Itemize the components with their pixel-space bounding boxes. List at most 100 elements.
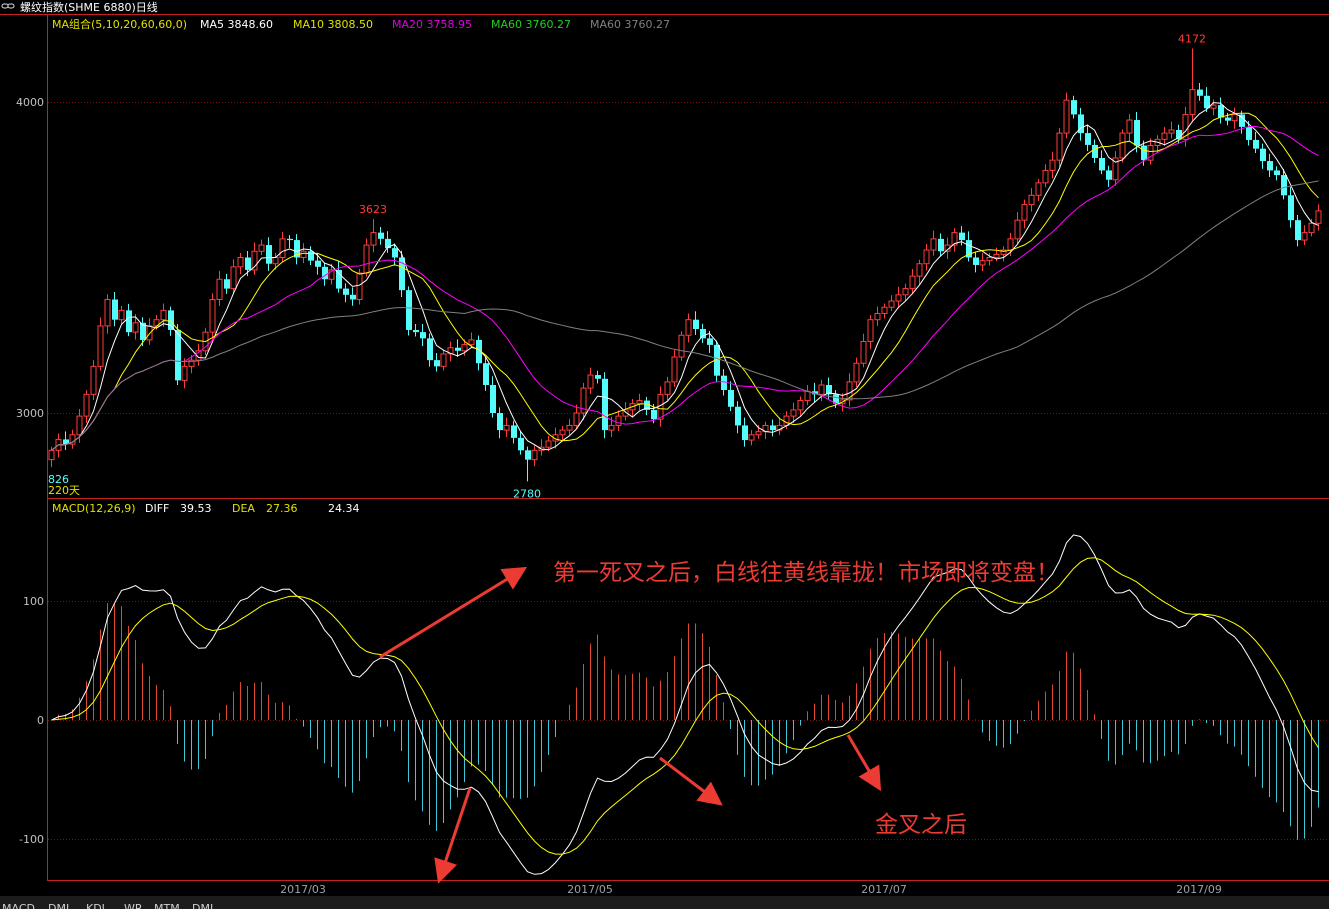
tab-macd[interactable]: MACD [2,902,35,909]
candle-up [671,349,678,387]
candle-body [959,232,965,241]
candle-body [258,244,265,252]
candle-body [181,365,188,381]
candle-body [266,245,272,264]
candle-down [525,446,531,482]
candle-up [370,219,377,253]
candle-down [1092,139,1098,163]
candle-body [476,339,482,364]
candle-body [468,339,475,346]
date-tick-label: 2017/05 [567,883,613,896]
candle-down [511,420,517,444]
candle-body [1085,133,1091,145]
candle-body [930,238,937,251]
candle-down [287,235,293,249]
candle-body [104,298,111,327]
candle-body [531,449,538,461]
candle-body [518,437,524,451]
candle-up [818,379,825,402]
candle-body [1106,170,1112,180]
candle-down [602,372,608,439]
candle-body [1288,195,1294,221]
candle-down [112,292,118,327]
candle-body [1035,182,1042,196]
candle-body [497,413,503,431]
candle-up [888,295,895,311]
ma-group-label: MA组合(5,10,20,60,60,0) [52,17,187,31]
candle-down [812,382,818,403]
candle-up [951,228,958,252]
candle-body [434,360,440,367]
macd-tick-label: 100 [23,595,44,608]
candle-body [812,391,818,395]
annotation-arrow [846,734,882,792]
candle-body [636,400,643,405]
candle-body [881,306,888,314]
candle-body [209,298,216,333]
candle-body [511,425,517,438]
candle-body [595,375,601,379]
tab-kdj[interactable]: KDJ [86,902,105,909]
candle-body [1021,204,1028,221]
candle-body [126,310,132,333]
candle-body [378,232,384,239]
range-days-label: 220天 [48,484,80,497]
link-icon [1,3,15,9]
candle-up [1189,48,1196,121]
diff-label: DIFF [145,502,169,515]
price-tick-label: 3000 [16,407,44,420]
candle-down [1239,110,1245,134]
candlesticks [48,48,1322,482]
candle-body [566,424,573,431]
macd-tick-label: 0 [37,714,44,727]
candle-body [714,344,720,376]
candle-up [1042,164,1049,188]
candle-body [916,263,923,277]
candle-body [671,356,678,383]
candle-body [573,412,580,426]
tab-mtm[interactable]: MTM [154,902,180,909]
candle-up [195,343,202,366]
candle-up [216,270,223,307]
candle-up [580,382,587,421]
candle-body [678,334,685,358]
candle-body [664,381,671,395]
tab-dmi[interactable]: DMI [48,902,69,909]
candle-down [1274,166,1280,181]
candle-up [83,390,90,423]
candle-down [140,317,146,347]
candle-up [1035,178,1042,201]
candle-up [230,259,237,293]
candle-body [97,325,104,367]
candle-body [1056,132,1063,161]
candle-up [1049,151,1056,179]
candle-up [1315,204,1322,231]
candle-body [490,385,496,413]
candle-up [622,402,629,421]
candle-down [294,234,300,265]
candle-body [1092,144,1098,158]
tab-dmi[interactable]: DMI [192,902,213,909]
candle-body [294,240,300,258]
candle-body [230,266,237,290]
candle-down [644,396,650,416]
candle-body [525,450,531,460]
candle-up [1028,188,1035,212]
candle-down [392,243,398,266]
tab-wr[interactable]: WR [124,902,143,909]
candle-body [406,290,412,330]
candle-up [979,252,986,272]
candle-up [237,253,244,275]
price-extreme-label: 2780 [513,487,541,500]
macd-panel [51,534,1319,875]
candle-up [181,358,188,389]
candle-body [1176,129,1182,140]
candle-up [1231,107,1238,129]
candle-down [350,287,356,306]
candle-body [308,251,314,261]
candle-up [69,429,76,449]
candle-up [1014,212,1021,244]
candle-body [1274,170,1280,176]
frame [0,14,1329,881]
candle-body [1246,126,1252,140]
